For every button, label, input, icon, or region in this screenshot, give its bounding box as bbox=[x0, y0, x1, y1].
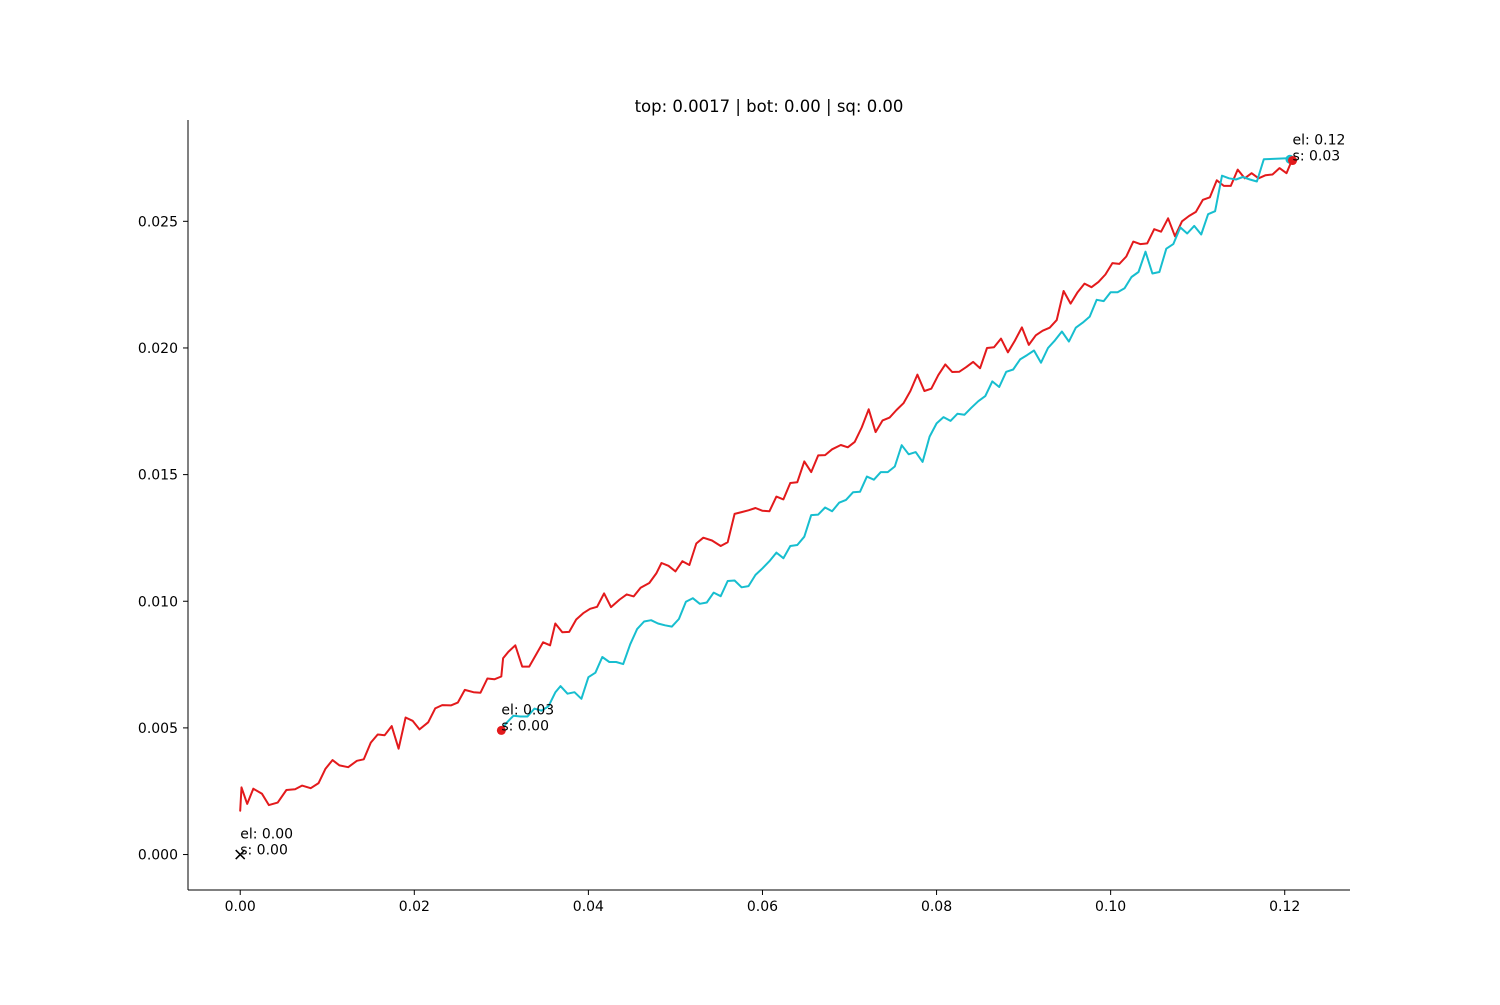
annotation-label-3-1: s: 0.03 bbox=[1293, 149, 1341, 165]
x-tick-label: 0.02 bbox=[399, 899, 430, 915]
marker-dot-3 bbox=[1288, 156, 1298, 166]
x-tick-label: 0.06 bbox=[747, 899, 778, 915]
x-tick-label: 0.00 bbox=[225, 899, 256, 915]
annotation-label-1-0: el: 0.03 bbox=[501, 702, 554, 718]
y-tick-label: 0.000 bbox=[138, 848, 178, 864]
marker-x-0 bbox=[235, 849, 246, 860]
x-tick-label: 0.04 bbox=[573, 899, 604, 915]
annotation-label-3-0: el: 0.12 bbox=[1293, 133, 1346, 149]
x-tick-label: 0.10 bbox=[1095, 899, 1126, 915]
chart-title: top: 0.0017 | bot: 0.00 | sq: 0.00 bbox=[635, 97, 904, 116]
series-line-0 bbox=[239, 159, 1293, 812]
axes: 0.00 0.02 0.04 0.06 0.08 0.10 0.12 0.000 0.005 0.… bbox=[138, 120, 1350, 915]
marker-dot-1 bbox=[496, 725, 506, 735]
series-line-1 bbox=[500, 157, 1295, 732]
annotation-label-0-0: el: 0.00 bbox=[240, 827, 293, 843]
annotation-label-0-1: s: 0.00 bbox=[240, 843, 288, 859]
x-tick-label: 0.08 bbox=[921, 899, 952, 915]
y-tick-label: 0.005 bbox=[138, 721, 178, 737]
marker-x-stroke-b bbox=[235, 849, 246, 860]
y-tick-label: 0.015 bbox=[138, 468, 178, 484]
x-tick-label: 0.12 bbox=[1269, 899, 1300, 915]
y-tick-label: 0.010 bbox=[138, 594, 178, 610]
annotation-label-1-1: s: 0.00 bbox=[501, 718, 549, 734]
y-tick-label: 0.025 bbox=[138, 214, 178, 230]
y-tick-label: 0.020 bbox=[138, 341, 178, 357]
